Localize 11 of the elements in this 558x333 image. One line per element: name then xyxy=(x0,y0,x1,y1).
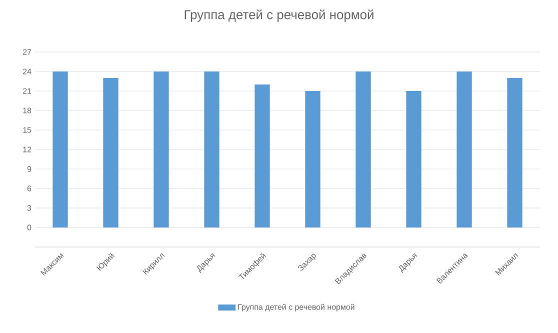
chart-title: Группа детей с речевой нормой xyxy=(184,10,374,22)
bar xyxy=(254,84,270,228)
bar xyxy=(356,71,371,228)
bar xyxy=(406,90,422,228)
bar xyxy=(154,71,169,228)
bar xyxy=(507,78,522,228)
bar xyxy=(103,78,118,228)
bar xyxy=(305,90,320,228)
bar xyxy=(204,71,220,228)
bar xyxy=(52,71,68,228)
bar xyxy=(456,71,472,228)
